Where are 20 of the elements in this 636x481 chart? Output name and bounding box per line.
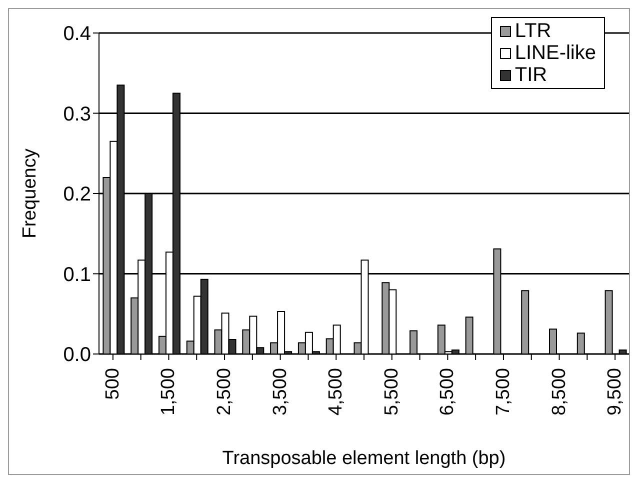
x-tick-label: 1,500 bbox=[158, 368, 180, 416]
x-tick-label: 2,500 bbox=[214, 368, 236, 416]
y-tick-label: 0.0 bbox=[63, 344, 91, 366]
x-tick-label: 9,500 bbox=[604, 368, 626, 416]
y-axis-title: Frequency bbox=[20, 148, 41, 238]
x-tick-label: 8,500 bbox=[548, 368, 570, 416]
x-tick-label: 500 bbox=[102, 368, 124, 400]
x-tick-label: 7,500 bbox=[492, 368, 514, 416]
y-tick-label: 0.1 bbox=[63, 264, 91, 286]
legend-label: LINE-like bbox=[514, 42, 596, 64]
legend-label: TIR bbox=[514, 64, 548, 86]
x-axis-title: Transposable element length (bp) bbox=[222, 448, 506, 469]
legend-label: LTR bbox=[514, 20, 552, 42]
x-tick-label: 6,500 bbox=[437, 368, 458, 416]
y-tick-label: 0.2 bbox=[63, 184, 91, 206]
x-tick-label: 4,500 bbox=[326, 368, 347, 416]
y-tick-label: 0.3 bbox=[63, 103, 91, 126]
x-tick-label: 3,500 bbox=[270, 368, 291, 416]
y-tick-label: 0.4 bbox=[63, 23, 91, 46]
x-tick-label: 5,500 bbox=[381, 368, 402, 416]
